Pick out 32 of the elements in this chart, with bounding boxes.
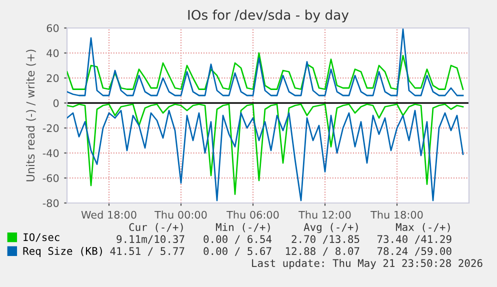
y-tick-label: -40 (42, 149, 59, 158)
text: 78.24 /59.00 (377, 247, 452, 256)
y-axis-title: Units read (-) / write (+) (26, 50, 36, 182)
text: 0.00 / 6.54 (204, 235, 272, 244)
y-tick-label: -80 (42, 199, 59, 208)
line-series (67, 52, 464, 90)
text: 2.70 /13.85 (292, 235, 360, 244)
y-tick-label: 60 (46, 24, 59, 32)
y-tick-label: 20 (46, 74, 59, 82)
legend-label: IO/sec (24, 233, 60, 242)
text: Min (-/+) (216, 222, 270, 232)
line-series (67, 28, 464, 96)
y-tick-label: -60 (42, 174, 59, 182)
y-tick-label: 40 (46, 49, 59, 58)
text: 12.88 / 8.07 (286, 247, 360, 256)
text: 41.51 / 5.77 (110, 247, 184, 256)
x-tick-label: Wed 18:00 (81, 210, 136, 219)
text: Max (-/+) (396, 223, 450, 232)
text: Avg (-/+) (304, 222, 358, 234)
chart-title: IOs for /dev/sda - by day (188, 10, 349, 22)
text: Last update: Thu May 21 23:50:28 2026 (252, 258, 482, 270)
y-tick-label: -20 (42, 124, 59, 132)
text: 73.40 /41.29 (377, 235, 452, 244)
x-tick-label: Thu 12:00 (298, 210, 351, 219)
legend-label: Req Size (KB) (23, 246, 102, 257)
text: 9.11m/10.37 (116, 235, 184, 244)
text: 0.00 / 5.67 (204, 247, 272, 256)
x-tick-label: Thu 18:00 (370, 210, 423, 219)
x-tick-label: Thu 06:00 (226, 210, 279, 219)
x-tick-label: Thu 00:00 (154, 210, 207, 219)
text: Cur (-/+) (129, 223, 183, 232)
y-tick-label: 0 (53, 99, 59, 108)
